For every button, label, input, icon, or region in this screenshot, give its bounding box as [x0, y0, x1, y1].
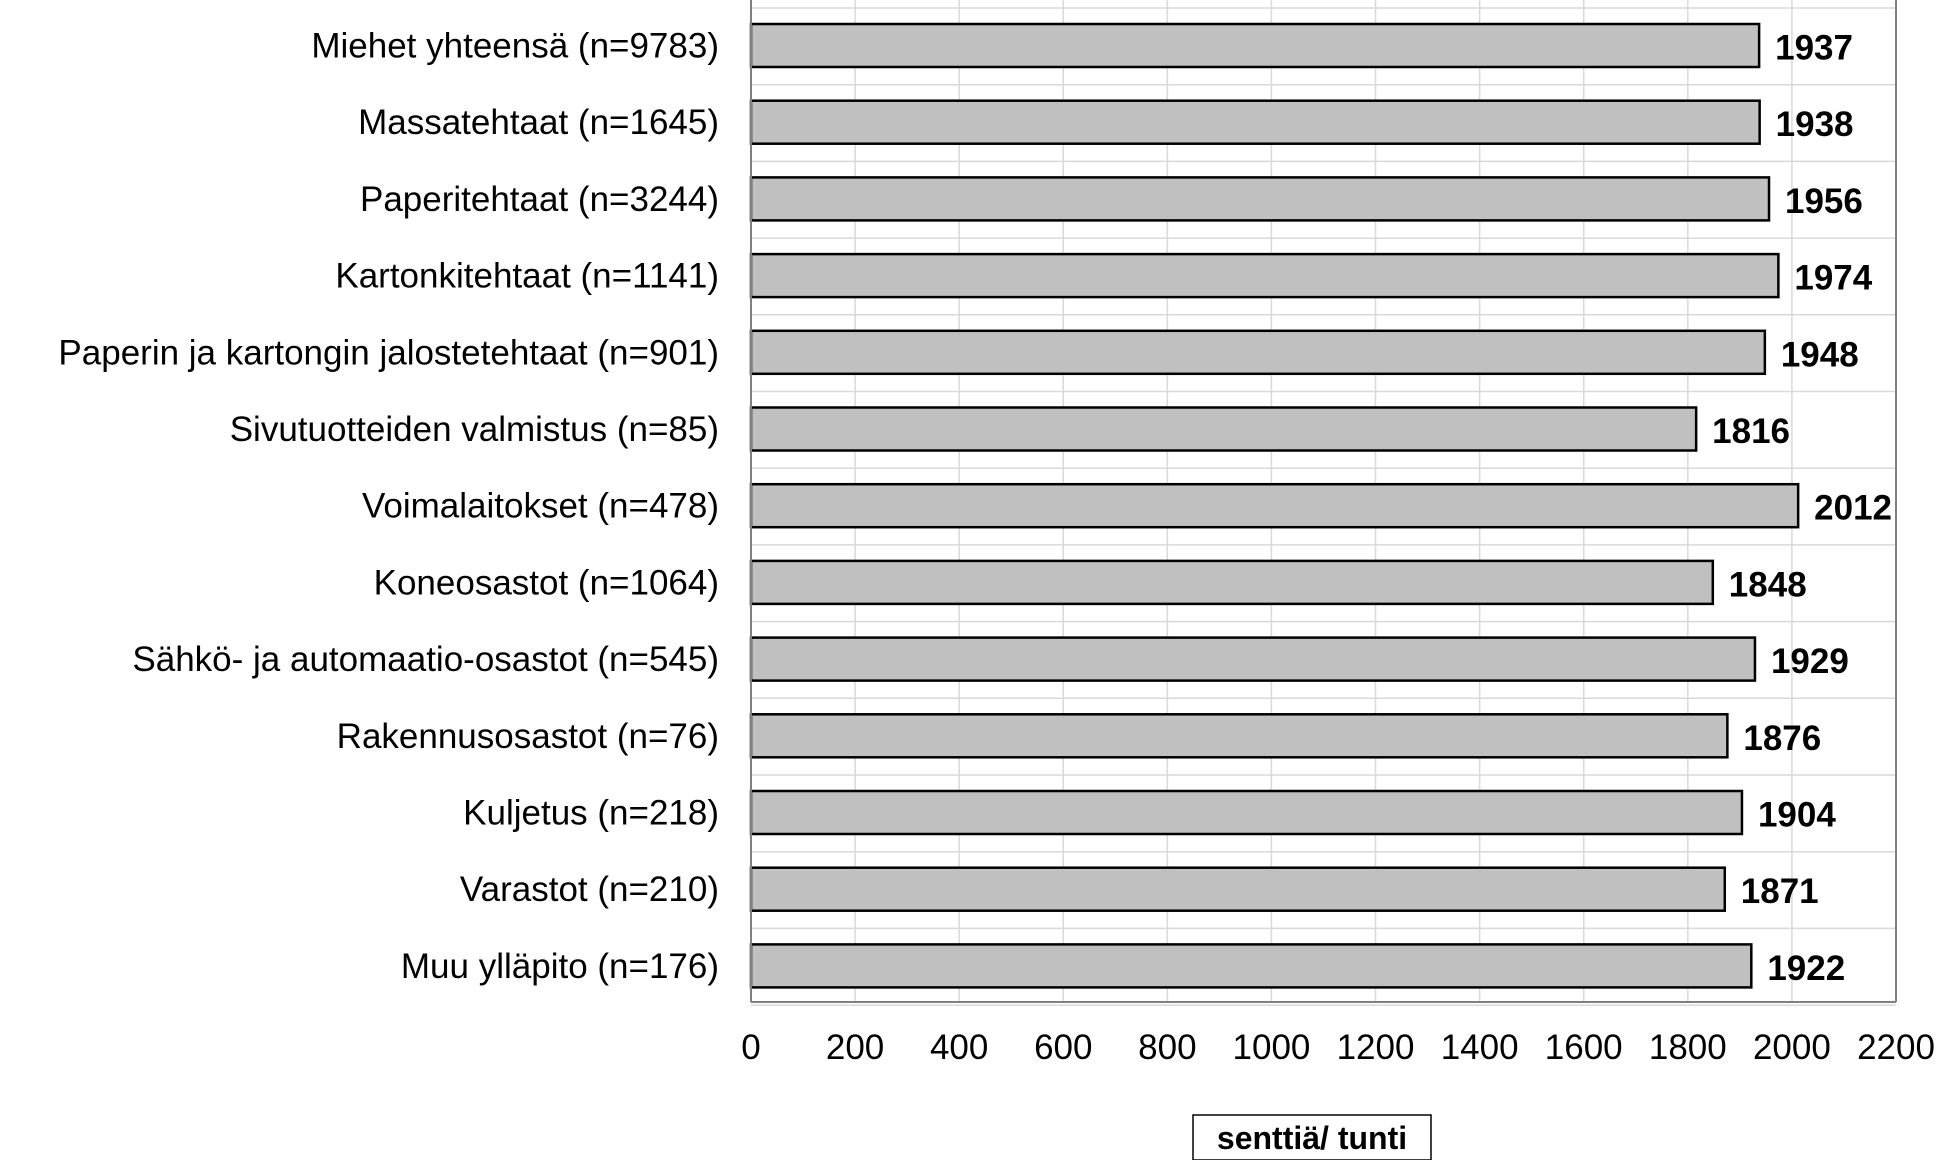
gridlines	[751, 0, 1896, 1006]
bar	[749, 866, 1727, 912]
bar	[749, 252, 1780, 299]
category-label: Paperitehtaat (n=3244)	[360, 180, 719, 219]
bar	[749, 22, 1761, 69]
x-tick-label: 2000	[1753, 1028, 1831, 1067]
category-label: Massatehtaat (n=1645)	[358, 103, 719, 142]
bar	[749, 329, 1767, 376]
value-label: 1938	[1776, 105, 1854, 144]
bar	[749, 789, 1744, 836]
x-tick-label: 400	[930, 1028, 988, 1067]
bar	[749, 176, 1771, 222]
x-tick-label: 1000	[1233, 1028, 1311, 1067]
value-label: 1956	[1785, 182, 1863, 221]
bar	[749, 482, 1800, 529]
bars	[749, 22, 1800, 989]
bar	[749, 636, 1757, 682]
category-label: Voimalaitokset (n=478)	[362, 487, 719, 526]
category-label: Muu ylläpito (n=176)	[401, 947, 719, 986]
bar	[749, 559, 1715, 606]
x-tick-label: 1200	[1337, 1028, 1415, 1067]
bar	[749, 943, 1753, 989]
value-label: 1871	[1741, 872, 1819, 911]
category-label: Rakennusosastot (n=76)	[337, 717, 719, 756]
x-tick-label: 1600	[1545, 1028, 1623, 1067]
value-label: 1929	[1771, 642, 1849, 681]
axes	[750, 0, 1897, 1003]
value-label: 1904	[1758, 796, 1836, 835]
labels: 0 200 400 600 800 1000 1200 1400 1600 1800 2000 220…	[58, 27, 1935, 1068]
value-label: 2012	[1814, 489, 1892, 528]
x-tick-label: 0	[741, 1028, 760, 1067]
x-tick-label: 600	[1034, 1028, 1092, 1067]
x-axis-label: senttiä/ tunti	[1217, 1120, 1407, 1156]
value-label: 1816	[1712, 412, 1790, 451]
value-label: 1848	[1729, 565, 1807, 604]
category-label: Kuljetus (n=218)	[463, 794, 719, 833]
bar	[749, 99, 1761, 145]
x-tick-label: 200	[826, 1028, 884, 1067]
bar	[749, 713, 1729, 759]
category-label: Varastot (n=210)	[460, 870, 719, 909]
x-tick-label: 1400	[1441, 1028, 1519, 1067]
value-label: 1876	[1743, 719, 1821, 758]
value-label: 1937	[1775, 29, 1853, 68]
x-tick-label: 2200	[1857, 1028, 1935, 1067]
x-tick-label: 800	[1138, 1028, 1196, 1067]
xlabel-box	[1192, 1114, 1432, 1160]
category-label: Koneosastot (n=1064)	[374, 563, 719, 602]
value-label: 1948	[1781, 335, 1859, 374]
category-label: Sähkö- ja automaatio-osastot (n=545)	[132, 640, 719, 679]
category-label: Miehet yhteensä (n=9783)	[311, 27, 719, 66]
category-label: Sivutuotteiden valmistus (n=85)	[230, 410, 719, 449]
bar	[749, 406, 1698, 452]
x-tick-label: 1800	[1649, 1028, 1727, 1067]
category-label: Paperin ja kartongin jalostetehtaat (n=9…	[58, 333, 719, 372]
value-label: 1974	[1794, 259, 1872, 298]
value-label: 1922	[1767, 949, 1845, 988]
category-label: Kartonkitehtaat (n=1141)	[335, 257, 719, 296]
